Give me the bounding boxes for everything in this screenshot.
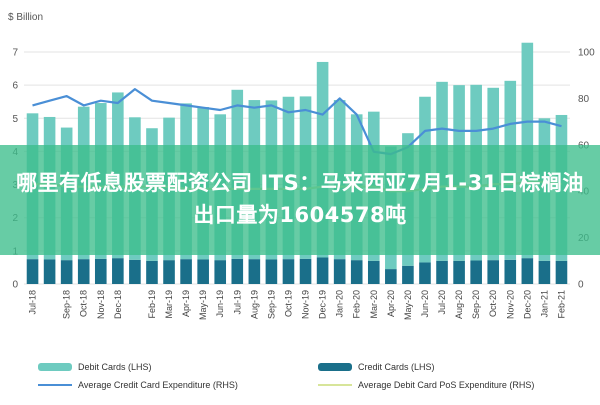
x-tick-label: Mar-19	[164, 290, 174, 319]
x-tick-label: Jun-19	[215, 290, 225, 318]
headline-banner: 哪里有低息股票配资公司 ITS：马来西亚7月1-31日棕榈油出口量为160457…	[0, 145, 600, 255]
y-axis-label-left: $ Billion	[8, 12, 43, 23]
bar-credit-cards	[231, 258, 244, 284]
bar-credit-cards	[470, 260, 482, 284]
bar-credit-cards	[385, 269, 397, 284]
bar-credit-cards	[26, 259, 39, 284]
x-tick-label: Mar-20	[369, 290, 379, 319]
axis-layer: 01234567020406080100Jul-18Sep-18Oct-18No…	[12, 48, 595, 321]
line-series-avg-credit-card-expenditure	[32, 87, 562, 156]
legend-avg-credit-card-expenditure: Average Credit Card Expenditure (RHS)	[38, 380, 238, 390]
bar-credit-cards	[248, 259, 261, 284]
bar-credit-cards	[299, 258, 312, 284]
x-tick-label: Jan-20	[335, 290, 345, 318]
bar-credit-cards	[180, 259, 192, 284]
x-tick-label: Feb-21	[556, 290, 566, 319]
x-tick-label: Dec-20	[522, 290, 532, 319]
x-tick-label: Dec-18	[113, 290, 123, 319]
bar-credit-cards	[197, 259, 209, 284]
legend-avg-debit-card-pos-expenditure: Average Debit Card PoS Expenditure (RHS)	[318, 380, 534, 390]
legend-swatch	[318, 384, 352, 386]
bar-credit-cards	[402, 265, 414, 284]
x-tick-label: Oct-18	[79, 290, 89, 317]
legend-label: Debit Cards (LHS)	[78, 362, 152, 372]
bar-credit-cards	[316, 257, 329, 284]
x-tick-label: Nov-20	[505, 290, 515, 319]
legend-label: Average Debit Card PoS Expenditure (RHS)	[358, 380, 535, 390]
bar-credit-cards	[265, 259, 278, 284]
bar-credit-cards	[282, 259, 295, 284]
legend-label: Credit Cards (LHS)	[358, 362, 435, 372]
x-tick-label: May-19	[198, 290, 208, 320]
bar-credit-cards	[94, 258, 107, 284]
y-tick-label-left: 6	[12, 81, 18, 92]
y-tick-label-right: 0	[578, 280, 584, 291]
bar-credit-cards	[333, 259, 346, 284]
bar-credit-cards	[521, 258, 534, 284]
x-tick-label: Feb-19	[147, 290, 157, 319]
bar-credit-cards	[112, 258, 124, 284]
headline-text: 哪里有低息股票配资公司 ITS：马来西亚7月1-31日棕榈油出口量为160457…	[16, 171, 584, 227]
bar-credit-cards	[419, 262, 431, 284]
x-tick-label: Feb-20	[352, 290, 362, 319]
x-tick-label: Nov-19	[301, 290, 311, 319]
x-tick-label: Oct-19	[283, 290, 293, 317]
legend-credit-cards: Credit Cards (LHS)	[318, 362, 435, 372]
legend-swatch	[38, 384, 72, 386]
bar-credit-cards	[350, 260, 363, 284]
x-tick-label: Apr-20	[386, 290, 396, 317]
x-tick-label: Sep-19	[266, 290, 276, 319]
bar-credit-cards	[487, 260, 500, 284]
x-tick-label: Nov-18	[96, 290, 106, 319]
y-tick-label-left: 5	[12, 114, 18, 125]
bar-credit-cards	[214, 260, 227, 284]
bar-credit-cards	[367, 260, 380, 284]
bar-credit-cards	[146, 260, 158, 284]
x-tick-label: Apr-19	[181, 290, 191, 317]
y-tick-label-left: 0	[12, 280, 18, 291]
x-tick-label: Dec-19	[318, 290, 328, 319]
bar-credit-cards	[538, 260, 551, 284]
y-tick-label-right: 80	[578, 94, 590, 105]
x-tick-label: Oct-20	[488, 290, 498, 317]
x-tick-label: Aug-20	[454, 290, 464, 319]
legend-debit-cards: Debit Cards (LHS)	[38, 362, 152, 372]
x-tick-label: Aug-19	[249, 290, 259, 319]
legend-swatch	[318, 363, 352, 371]
x-tick-label: Jul-19	[232, 290, 242, 315]
x-tick-label: Jul-20	[437, 290, 447, 315]
x-tick-label: Jan-21	[539, 290, 549, 318]
x-tick-label: Sep-20	[471, 290, 481, 319]
bar-credit-cards	[163, 260, 175, 284]
bar-credit-cards	[43, 259, 56, 284]
x-tick-label: Jun-20	[420, 290, 430, 318]
bar-credit-cards	[77, 259, 90, 284]
bar-credit-cards	[453, 260, 465, 284]
legend-swatch	[38, 363, 72, 371]
legend-label: Average Credit Card Expenditure (RHS)	[78, 380, 238, 390]
bar-credit-cards	[504, 259, 517, 284]
y-tick-label-left: 7	[12, 48, 18, 59]
y-tick-label-right: 100	[578, 48, 595, 59]
x-tick-label: Jul-18	[28, 290, 38, 315]
bar-credit-cards	[129, 259, 141, 284]
x-tick-label: May-20	[403, 290, 413, 320]
bar-credit-cards	[436, 260, 448, 284]
x-tick-label: Sep-18	[62, 290, 72, 319]
bar-credit-cards	[60, 260, 73, 284]
bar-credit-cards	[555, 260, 568, 284]
